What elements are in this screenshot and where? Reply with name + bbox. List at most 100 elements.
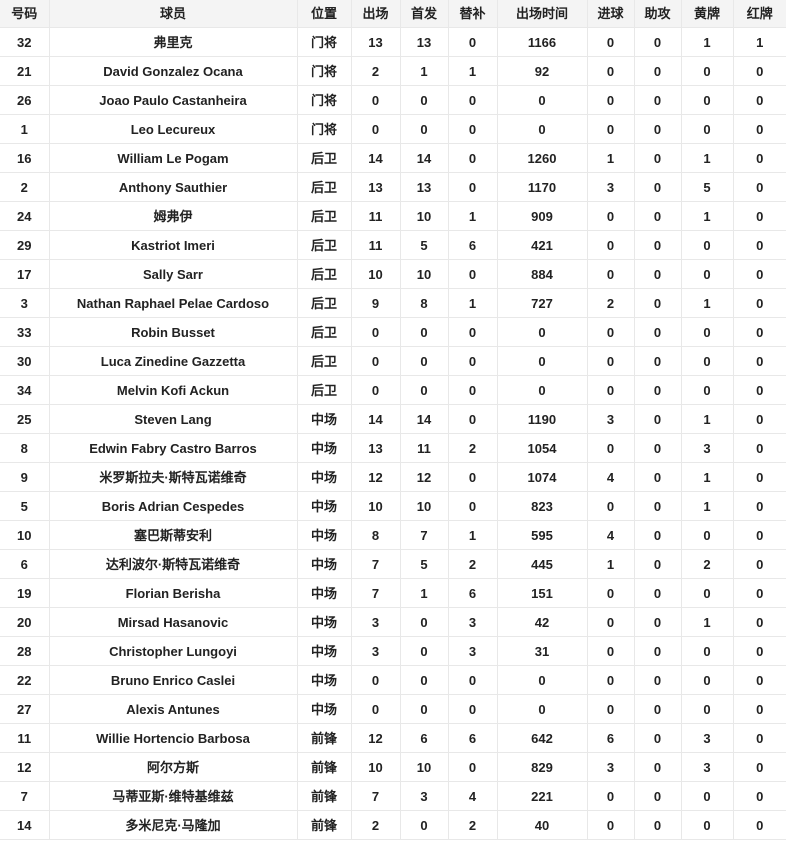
number-cell: 8 — [0, 433, 50, 463]
goals-cell: 0 — [586, 607, 635, 637]
sub-cell: 0 — [447, 27, 498, 57]
sub-cell: 0 — [447, 346, 498, 376]
number-cell: 11 — [0, 723, 50, 753]
appearances-cell: 14 — [350, 404, 401, 434]
minutes-cell: 1170 — [496, 172, 588, 202]
number-cell: 1 — [0, 114, 50, 144]
yellow-cell: 2 — [680, 549, 734, 579]
number-cell: 21 — [0, 56, 50, 86]
yellow-cell: 0 — [680, 317, 734, 347]
position-cell: 后卫 — [296, 172, 352, 202]
starts-cell: 0 — [399, 375, 449, 405]
sub-cell: 0 — [447, 259, 498, 289]
starts-cell: 14 — [399, 143, 449, 173]
starts-cell: 0 — [399, 607, 449, 637]
yellow-cell: 0 — [680, 665, 734, 695]
table-row: 28 Christopher Lungoyi 中场 3 0 3 31 0 0 0 0 — [0, 636, 786, 666]
starts-cell: 10 — [399, 491, 449, 521]
starts-cell: 13 — [399, 27, 449, 57]
assists-cell: 0 — [633, 288, 682, 318]
minutes-cell: 31 — [496, 636, 588, 666]
minutes-cell: 727 — [496, 288, 588, 318]
appearances-cell: 0 — [350, 375, 401, 405]
player-cell: Florian Berisha — [48, 578, 298, 608]
yellow-cell: 1 — [680, 607, 734, 637]
goals-cell: 0 — [586, 665, 635, 695]
assists-cell: 0 — [633, 520, 682, 550]
red-cell: 0 — [732, 317, 786, 347]
red-cell: 0 — [732, 404, 786, 434]
position-cell: 中场 — [296, 636, 352, 666]
goals-cell: 2 — [586, 288, 635, 318]
player-cell: Joao Paulo Castanheira — [48, 85, 298, 115]
red-cell: 0 — [732, 172, 786, 202]
position-cell: 中场 — [296, 491, 352, 521]
minutes-cell: 1190 — [496, 404, 588, 434]
goals-cell: 1 — [586, 549, 635, 579]
sub-cell: 3 — [447, 607, 498, 637]
starts-cell: 0 — [399, 317, 449, 347]
appearances-cell: 9 — [350, 288, 401, 318]
player-cell: Bruno Enrico Caslei — [48, 665, 298, 695]
appearances-cell: 13 — [350, 27, 401, 57]
sub-cell: 6 — [447, 578, 498, 608]
red-cell: 0 — [732, 85, 786, 115]
table-row: 5 Boris Adrian Cespedes 中场 10 10 0 823 0 0 1 0 — [0, 491, 786, 521]
minutes-cell: 1166 — [496, 27, 588, 57]
player-cell: 达利波尔·斯特瓦诺维奇 — [48, 549, 298, 579]
position-cell: 后卫 — [296, 288, 352, 318]
player-cell: Luca Zinedine Gazzetta — [48, 346, 298, 376]
table-row: 32 弗里克 门将 13 13 0 1166 0 0 1 1 — [0, 27, 786, 57]
starts-cell: 1 — [399, 56, 449, 86]
appearances-cell: 0 — [350, 114, 401, 144]
minutes-cell: 40 — [496, 810, 588, 840]
number-cell: 10 — [0, 520, 50, 550]
number-cell: 27 — [0, 694, 50, 724]
position-cell: 中场 — [296, 694, 352, 724]
table-row: 34 Melvin Kofi Ackun 后卫 0 0 0 0 0 0 0 0 — [0, 375, 786, 405]
yellow-cell: 3 — [680, 723, 734, 753]
position-cell: 后卫 — [296, 375, 352, 405]
number-cell: 9 — [0, 462, 50, 492]
table-row: 22 Bruno Enrico Caslei 中场 0 0 0 0 0 0 0 0 — [0, 665, 786, 695]
col-header-appearances: 出场 — [350, 0, 401, 28]
starts-cell: 0 — [399, 810, 449, 840]
col-header-red: 红牌 — [732, 0, 786, 28]
assists-cell: 0 — [633, 375, 682, 405]
minutes-cell: 829 — [496, 752, 588, 782]
minutes-cell: 421 — [496, 230, 588, 260]
assists-cell: 0 — [633, 433, 682, 463]
assists-cell: 0 — [633, 636, 682, 666]
goals-cell: 6 — [586, 723, 635, 753]
goals-cell: 0 — [586, 56, 635, 86]
number-cell: 6 — [0, 549, 50, 579]
assists-cell: 0 — [633, 578, 682, 608]
appearances-cell: 0 — [350, 694, 401, 724]
yellow-cell: 1 — [680, 462, 734, 492]
sub-cell: 0 — [447, 143, 498, 173]
number-cell: 2 — [0, 172, 50, 202]
yellow-cell: 0 — [680, 230, 734, 260]
goals-cell: 0 — [586, 491, 635, 521]
goals-cell: 0 — [586, 85, 635, 115]
appearances-cell: 2 — [350, 810, 401, 840]
sub-cell: 4 — [447, 781, 498, 811]
sub-cell: 0 — [447, 317, 498, 347]
position-cell: 后卫 — [296, 346, 352, 376]
minutes-cell: 0 — [496, 694, 588, 724]
goals-cell: 0 — [586, 810, 635, 840]
appearances-cell: 8 — [350, 520, 401, 550]
red-cell: 0 — [732, 520, 786, 550]
position-cell: 后卫 — [296, 317, 352, 347]
table-row: 27 Alexis Antunes 中场 0 0 0 0 0 0 0 0 — [0, 694, 786, 724]
number-cell: 14 — [0, 810, 50, 840]
appearances-cell: 14 — [350, 143, 401, 173]
assists-cell: 0 — [633, 85, 682, 115]
number-cell: 19 — [0, 578, 50, 608]
yellow-cell: 0 — [680, 694, 734, 724]
sub-cell: 0 — [447, 85, 498, 115]
assists-cell: 0 — [633, 665, 682, 695]
yellow-cell: 0 — [680, 114, 734, 144]
starts-cell: 3 — [399, 781, 449, 811]
number-cell: 26 — [0, 85, 50, 115]
